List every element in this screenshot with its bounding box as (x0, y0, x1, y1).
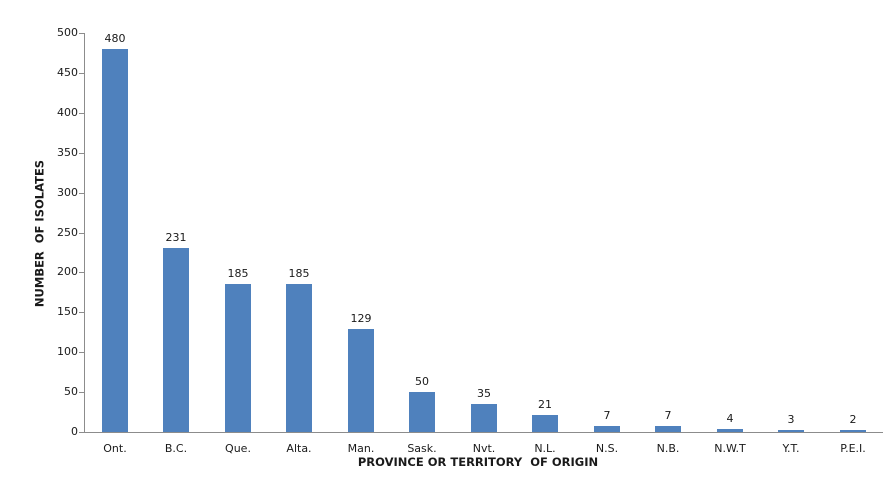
bar-value-label: 480 (104, 32, 126, 45)
x-category-label: Nvt. (472, 442, 496, 455)
y-tick-label: 100 (57, 345, 78, 358)
x-axis-line (84, 432, 883, 433)
x-category-label: N.S. (595, 442, 619, 455)
bar (471, 404, 497, 432)
y-tick (79, 33, 84, 34)
x-category-label: Alta. (286, 442, 312, 455)
bar (532, 415, 558, 432)
bar (163, 248, 189, 432)
bar-value-label: 50 (415, 375, 429, 388)
x-category-label: B.C. (164, 442, 188, 455)
y-tick-label: 300 (57, 186, 78, 199)
y-tick (79, 352, 84, 353)
bar (717, 429, 743, 432)
bar (225, 284, 251, 432)
y-tick-label: 500 (57, 26, 78, 39)
y-tick-label: 50 (64, 385, 78, 398)
y-tick (79, 193, 84, 194)
x-category-label: N.L. (534, 442, 556, 455)
bar-value-label: 4 (726, 412, 734, 425)
y-tick-label: 150 (57, 305, 78, 318)
bar-value-label: 7 (603, 409, 611, 422)
bar (409, 392, 435, 432)
y-tick-label: 350 (57, 146, 78, 159)
x-axis-title: PROVINCE OR TERRITORY OF ORIGIN (357, 455, 599, 469)
bar-value-label: 21 (538, 398, 552, 411)
y-tick-label: 250 (57, 226, 78, 239)
bar (102, 49, 128, 432)
bar-value-label: 35 (477, 387, 491, 400)
y-axis-line (84, 33, 85, 432)
y-tick (79, 312, 84, 313)
y-tick-label: 450 (57, 66, 78, 79)
bar-value-label: 129 (350, 312, 372, 325)
y-tick-label: 200 (57, 265, 78, 278)
bar (655, 426, 681, 432)
bar (840, 430, 866, 432)
y-tick (79, 392, 84, 393)
bar-value-label: 2 (849, 413, 857, 426)
bar-value-label: 7 (664, 409, 672, 422)
x-category-label: Que. (225, 442, 251, 455)
bar-value-label: 185 (227, 267, 249, 280)
y-tick-label: 0 (71, 425, 78, 438)
x-category-label: Ont. (103, 442, 127, 455)
bar-value-label: 3 (787, 413, 795, 426)
y-tick (79, 272, 84, 273)
bar (594, 426, 620, 432)
y-tick (79, 432, 84, 433)
y-tick (79, 153, 84, 154)
bar (348, 329, 374, 432)
y-tick (79, 73, 84, 74)
x-category-label: P.E.I. (840, 442, 866, 455)
bar (778, 430, 804, 432)
y-tick-label: 400 (57, 106, 78, 119)
x-category-label: N.B. (656, 442, 680, 455)
bar-value-label: 231 (165, 231, 187, 244)
bar (286, 284, 312, 432)
x-category-label: Y.T. (782, 442, 800, 455)
bar-value-label: 185 (288, 267, 310, 280)
x-category-label: Sask. (407, 442, 437, 455)
x-category-label: Man. (347, 442, 375, 455)
x-category-label: N.W.T (714, 442, 746, 455)
y-tick (79, 113, 84, 114)
y-tick (79, 233, 84, 234)
